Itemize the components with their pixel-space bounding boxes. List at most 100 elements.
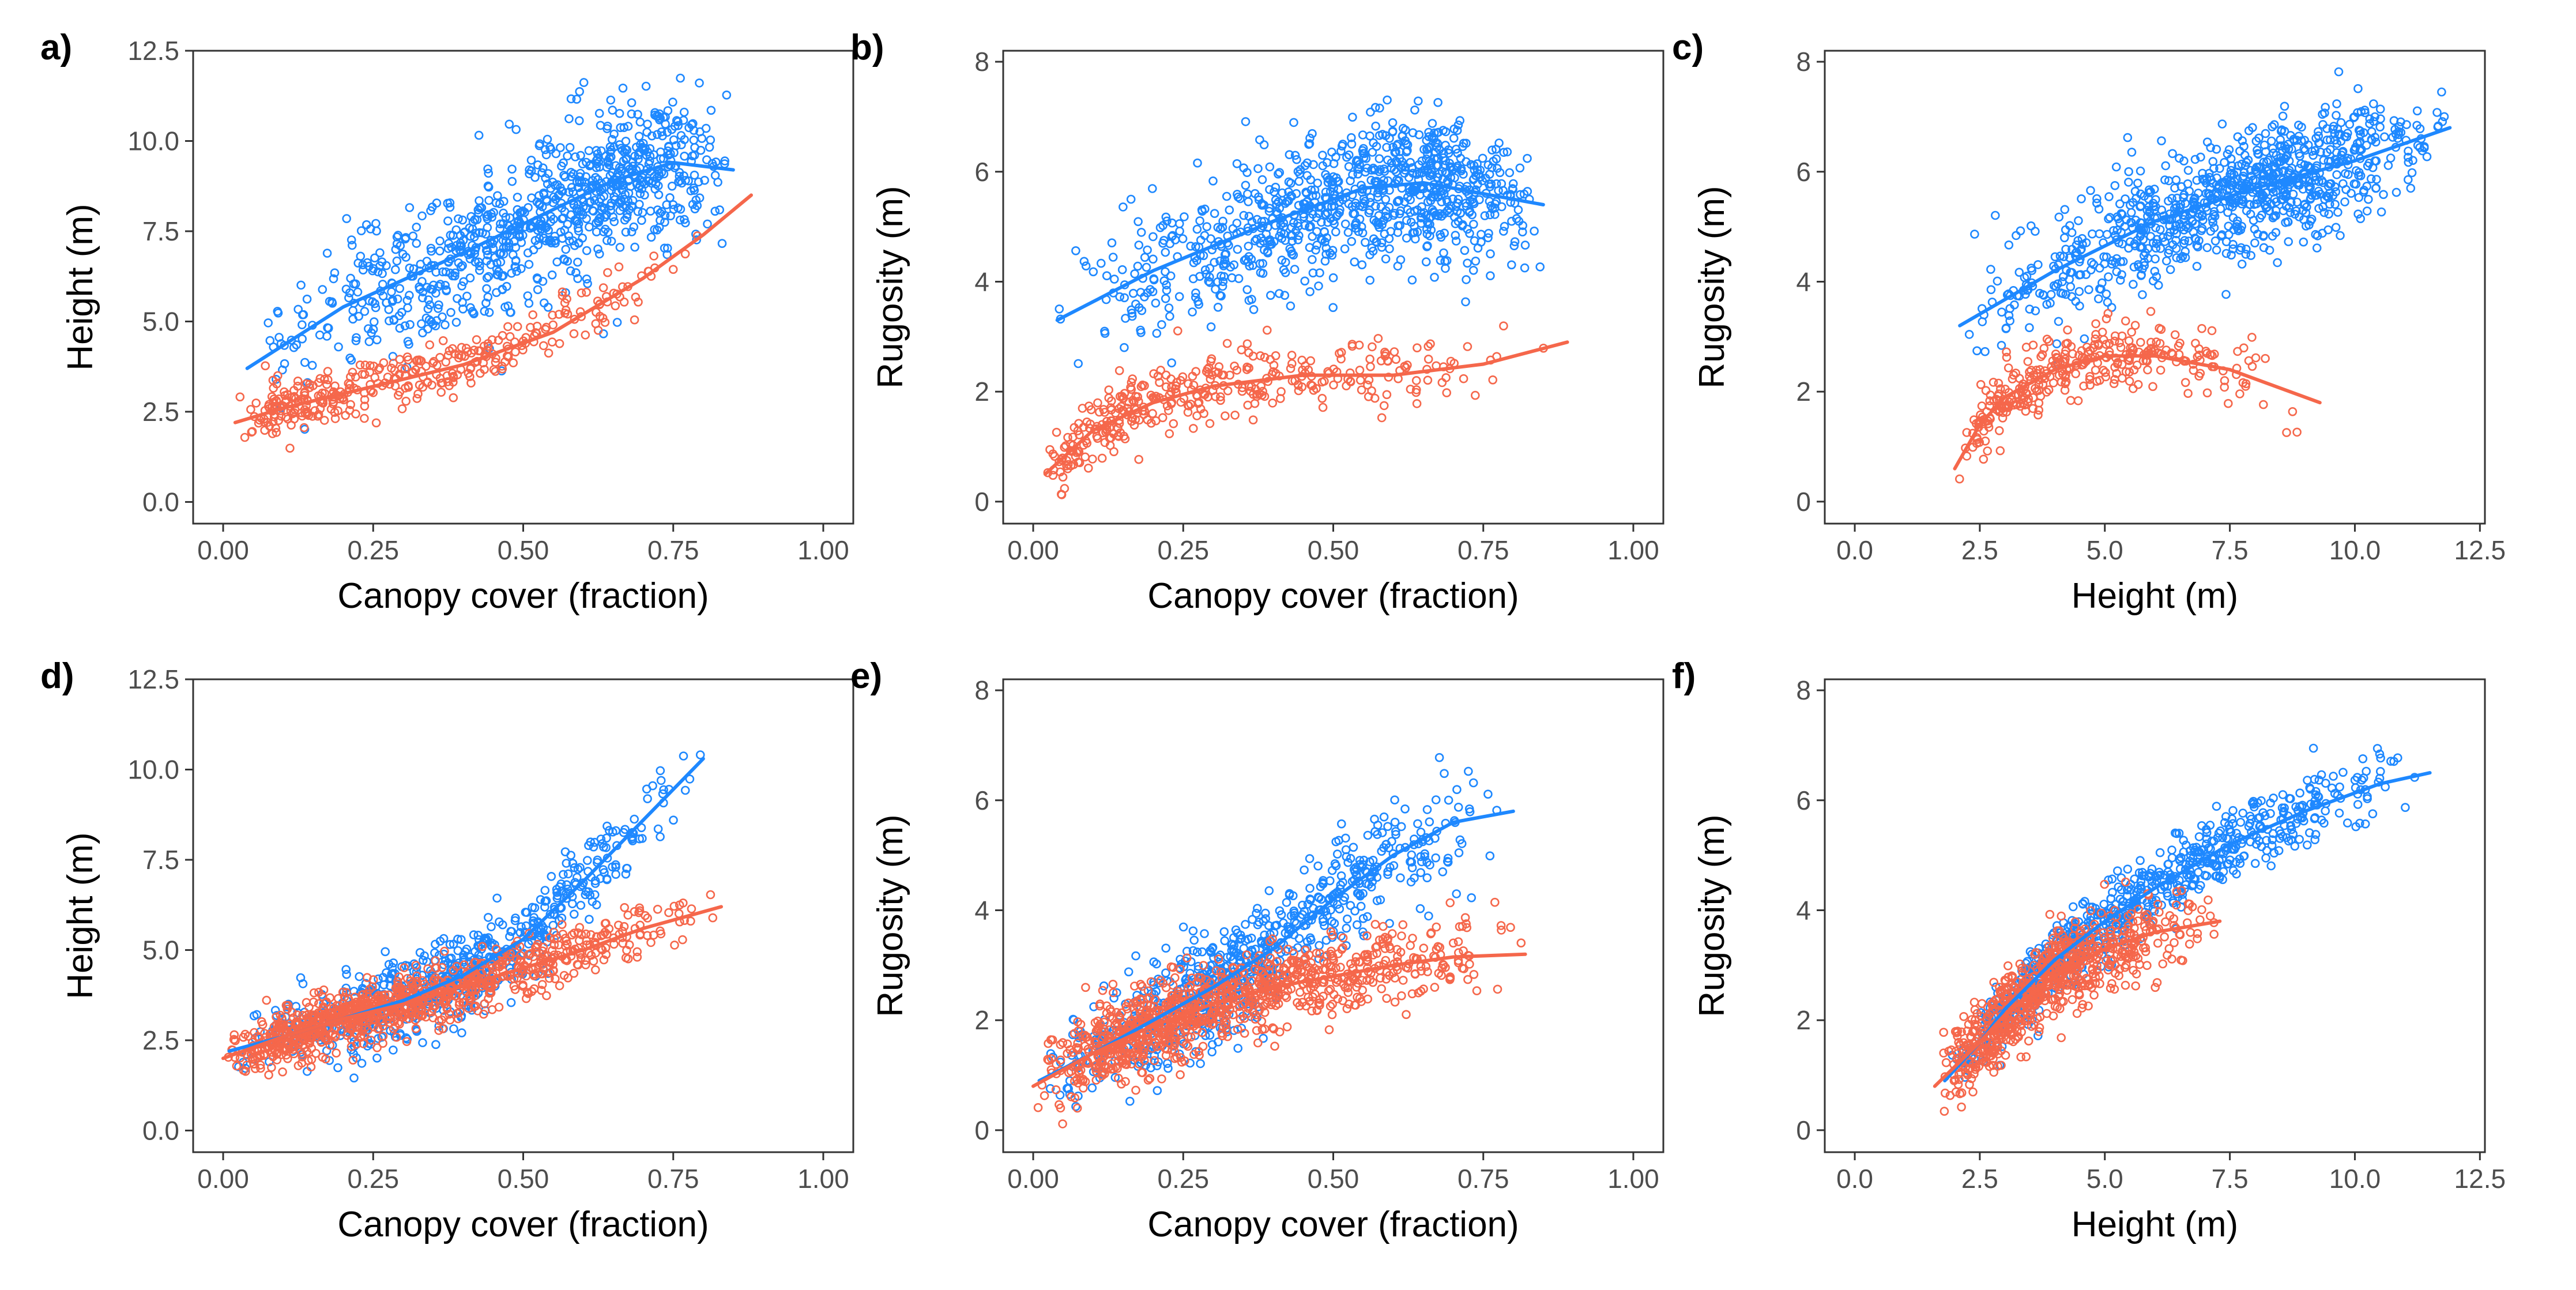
scatter-point	[360, 307, 370, 316]
scatter-point	[1444, 148, 1453, 158]
scatter-point	[356, 226, 366, 236]
scatter-point	[554, 310, 564, 319]
scatter-point	[393, 390, 403, 400]
y-axis-title: Height (m)	[61, 204, 100, 370]
scatter-point	[499, 243, 509, 253]
scatter-point	[389, 359, 398, 368]
scatter-point	[544, 169, 553, 178]
scatter-point	[607, 135, 617, 144]
scatter-point	[526, 155, 536, 165]
x-tick-label: 0.75	[1458, 535, 1509, 565]
scatter-point	[484, 307, 494, 317]
scatter-point	[623, 122, 633, 131]
scatter-point	[454, 214, 463, 224]
scatter-point	[299, 310, 308, 319]
scatter-point	[711, 157, 721, 167]
scatter-point	[364, 337, 374, 347]
scatter-point	[1350, 257, 1359, 267]
scatter-point	[511, 125, 521, 134]
scatter-point	[424, 295, 433, 304]
trend-line-red	[233, 193, 753, 424]
scatter-point	[1361, 238, 1370, 247]
scatter-point	[1247, 295, 1256, 304]
scatter-point	[656, 114, 665, 123]
scatter-point	[432, 198, 442, 208]
scatter-point	[511, 256, 521, 266]
scatter-point	[669, 148, 679, 157]
scatter-point	[404, 381, 413, 390]
scatter-point	[1208, 176, 1218, 186]
x-axis-title: Canopy cover (fraction)	[337, 576, 709, 616]
y-tick-label: 0	[1796, 487, 1811, 517]
scatter-point	[705, 142, 714, 152]
scatter-point	[360, 401, 370, 411]
scatter-point	[509, 358, 518, 368]
scatter-point	[667, 181, 677, 191]
scatter-point	[1317, 217, 1326, 227]
scatter-point	[315, 374, 325, 383]
scatter-point	[468, 217, 478, 227]
scatter-point	[247, 427, 257, 437]
scatter-point	[404, 340, 413, 349]
scatter-point	[689, 126, 699, 135]
scatter-point	[598, 313, 608, 323]
scatter-point	[280, 387, 289, 397]
scatter-point	[633, 110, 642, 119]
scatter-point	[499, 208, 508, 218]
scatter-point	[676, 204, 686, 214]
scatter-point	[690, 143, 699, 152]
scatter-point	[603, 268, 612, 277]
scatter-point	[1483, 233, 1493, 243]
scatter-point	[440, 320, 450, 330]
scatter-point	[451, 318, 461, 327]
scatter-point	[600, 318, 610, 327]
scatter-point	[1161, 267, 1170, 277]
scatter-point	[1500, 221, 1509, 231]
scatter-point	[558, 287, 567, 297]
scatter-point	[447, 368, 457, 378]
scatter-point	[627, 109, 637, 119]
scatter-point	[717, 239, 727, 249]
scatter-point	[342, 214, 352, 223]
scatter-point	[715, 205, 724, 215]
scatter-point	[368, 264, 378, 273]
scatter-point	[635, 180, 645, 190]
scatter-point	[1381, 254, 1391, 264]
scatter-point	[474, 130, 484, 140]
scatter-point	[629, 222, 639, 232]
scatter-point	[438, 336, 448, 345]
scatter-point	[378, 269, 387, 279]
y-tick-label: 0	[974, 487, 989, 517]
scatter-point	[469, 232, 479, 242]
scatter-point	[536, 221, 546, 231]
scatter-point	[412, 239, 421, 248]
scatter-point	[560, 255, 570, 265]
scatter-point	[605, 153, 614, 163]
scatter-point	[610, 195, 620, 205]
scatter-point	[319, 416, 329, 425]
scatter-point	[566, 94, 576, 104]
scatter-point	[484, 341, 493, 351]
scatter-point	[315, 330, 325, 340]
scatter-point	[263, 318, 273, 328]
scatter-point	[633, 206, 643, 216]
y-tick-label: 8	[1796, 47, 1811, 77]
scatter-point	[503, 301, 513, 311]
scatter-point	[1302, 171, 1312, 180]
scatter-point	[261, 361, 270, 371]
scatter-point	[575, 168, 585, 178]
scatter-point	[333, 406, 342, 416]
scatter-point	[456, 262, 466, 272]
scatter-point	[492, 258, 502, 268]
scatter-point	[653, 205, 662, 215]
scatter-point	[442, 371, 452, 381]
scatter-point	[1370, 103, 1380, 112]
scatter-point	[571, 268, 581, 277]
scatter-point	[615, 243, 625, 252]
scatter-point	[1460, 246, 1470, 255]
scatter-point	[1143, 288, 1152, 298]
scatter-point	[545, 235, 555, 245]
scatter-point	[372, 226, 381, 236]
